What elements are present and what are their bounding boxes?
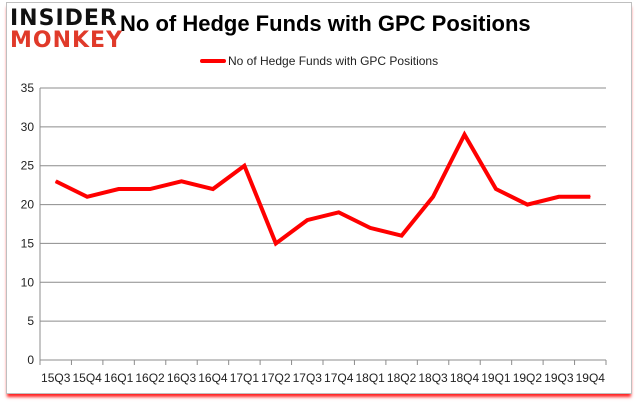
- y-tick-label: 0: [27, 353, 34, 367]
- y-tick-label: 30: [21, 120, 35, 134]
- x-tick-label: 18Q1: [355, 371, 385, 385]
- data-point: [526, 204, 528, 206]
- legend-label: No of Hedge Funds with GPC Positions: [228, 54, 439, 68]
- data-point: [369, 227, 371, 229]
- y-tick-label: 25: [21, 159, 35, 173]
- chart-title: No of Hedge Funds with GPC Positions: [120, 11, 531, 36]
- y-tick-label: 5: [27, 314, 34, 328]
- x-tick-label: 19Q3: [544, 371, 574, 385]
- x-tick-label: 18Q3: [418, 371, 448, 385]
- x-tick-label: 19Q4: [576, 371, 606, 385]
- y-tick-label: 20: [21, 198, 35, 212]
- x-tick-label: 17Q4: [324, 371, 354, 385]
- x-tick-label: 16Q3: [167, 371, 197, 385]
- chart-frame: [6, 2, 632, 394]
- x-tick-label: 19Q2: [513, 371, 543, 385]
- data-point: [464, 134, 465, 136]
- insider-monkey-logo: INSIDER MONKEY: [10, 8, 123, 52]
- data-point: [495, 188, 497, 190]
- legend-swatch: [200, 59, 226, 63]
- series-line: [54, 130, 591, 247]
- x-tick-label: 18Q4: [450, 371, 480, 385]
- data-point: [306, 219, 308, 221]
- data-point: [243, 165, 245, 167]
- data-point: [149, 188, 151, 190]
- x-tick-label: 16Q4: [198, 371, 228, 385]
- logo-line1: INSIDER: [10, 6, 118, 31]
- logo-line2: MONKEY: [10, 28, 124, 53]
- x-tick-label: 16Q1: [104, 371, 134, 385]
- x-tick-label: 17Q3: [293, 371, 323, 385]
- y-tick-label: 35: [21, 81, 35, 95]
- x-tick-label: 15Q3: [41, 371, 71, 385]
- data-point: [338, 211, 340, 213]
- y-tick-label: 10: [21, 275, 35, 289]
- x-tick-label: 19Q1: [481, 371, 511, 385]
- y-tick-label: 15: [21, 236, 35, 250]
- data-point: [86, 196, 88, 198]
- data-point: [212, 188, 214, 190]
- x-tick-label: 18Q2: [387, 371, 417, 385]
- data-point: [558, 196, 560, 198]
- x-tick-label: 17Q1: [230, 371, 260, 385]
- data-point: [181, 180, 182, 182]
- data-point: [55, 180, 57, 182]
- legend: No of Hedge Funds with GPC Positions: [200, 54, 438, 68]
- data-point: [589, 196, 591, 198]
- data-point: [401, 235, 403, 237]
- x-tick-label: 15Q4: [72, 371, 102, 385]
- x-tick-label: 16Q2: [135, 371, 165, 385]
- data-point: [118, 188, 120, 190]
- x-tick-label: 17Q2: [261, 371, 291, 385]
- data-point: [432, 196, 434, 198]
- data-point: [275, 242, 277, 244]
